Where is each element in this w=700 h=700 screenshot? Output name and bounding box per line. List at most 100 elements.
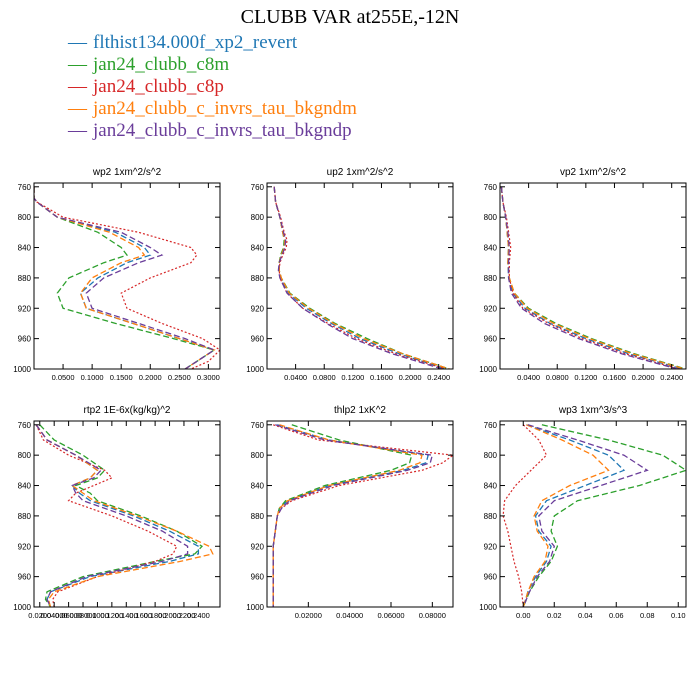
x-tick-label: 0.2400 xyxy=(187,611,210,620)
x-tick-label: 0.0500 xyxy=(52,373,75,382)
x-tick-label: 0.0400 xyxy=(284,373,307,382)
x-tick-label: 0.2400 xyxy=(660,373,683,382)
y-tick-label: 800 xyxy=(484,451,498,460)
y-tick-label: 960 xyxy=(484,573,498,582)
y-tick-label: 880 xyxy=(251,512,265,521)
legend-entry: — jan24_clubb_c_invrs_tau_bkgndm xyxy=(68,98,357,120)
x-tick-label: 0.1800 xyxy=(144,611,167,620)
panel-frame xyxy=(33,182,221,370)
series-line xyxy=(34,186,220,369)
legend-swatch: — xyxy=(68,54,87,75)
x-tick-label: 0.00 xyxy=(516,611,531,620)
legend-swatch: — xyxy=(68,32,87,53)
legend-label: jan24_clubb_c_invrs_tau_bkgndm xyxy=(93,98,357,119)
y-tick-label: 880 xyxy=(484,512,498,521)
y-tick-label: 840 xyxy=(484,244,498,253)
y-tick-label: 840 xyxy=(251,244,265,253)
x-tick-label: 0.08000 xyxy=(419,611,446,620)
panel-6: wp3 1xm^3/s^3 760 800 840 880 920 960 1000 0.00 0… xyxy=(479,405,687,620)
y-tick-label: 880 xyxy=(18,512,32,521)
y-tick-label: 840 xyxy=(18,244,32,253)
figure-title: CLUBB VAR at255E,-12N xyxy=(240,6,460,28)
x-tick-label: 0.06000 xyxy=(55,611,82,620)
y-tick-label: 800 xyxy=(484,213,498,222)
x-tick-label: 0.02 xyxy=(547,611,562,620)
series-line xyxy=(35,424,214,607)
y-tick-label: 760 xyxy=(251,183,265,192)
series-line xyxy=(500,186,679,369)
y-tick-label: 920 xyxy=(251,304,265,313)
y-tick-label: 840 xyxy=(251,482,265,491)
series-line xyxy=(273,186,443,369)
panel-3: vp2 1xm^2/s^2 760 800 840 880 920 960 1000 0.040… xyxy=(479,167,687,382)
series-line xyxy=(272,424,413,607)
x-tick-label: 0.0800 xyxy=(546,373,569,382)
y-tick-label: 1000 xyxy=(479,365,497,374)
series-line xyxy=(500,186,678,369)
y-tick-label: 800 xyxy=(251,451,265,460)
series-line xyxy=(272,424,423,607)
x-tick-label: 0.0400 xyxy=(517,373,540,382)
x-tick-label: 0.3000 xyxy=(197,373,220,382)
y-tick-label: 1000 xyxy=(479,603,497,612)
legend-label: flthist134.000f_xp2_revert xyxy=(93,32,298,53)
x-tick-label: 0.08 xyxy=(640,611,655,620)
y-tick-label: 920 xyxy=(251,542,265,551)
y-tick-label: 880 xyxy=(484,274,498,283)
x-tick-label: 0.08000 xyxy=(69,611,96,620)
series-line xyxy=(522,424,610,607)
y-tick-label: 920 xyxy=(484,542,498,551)
y-tick-label: 760 xyxy=(251,421,265,430)
panel-title: vp2 1xm^2/s^2 xyxy=(560,167,627,178)
legend-entry: — jan24_clubb_c_invrs_tau_bkgndp xyxy=(68,120,357,142)
y-tick-label: 960 xyxy=(18,573,32,582)
x-tick-label: 0.1600 xyxy=(129,611,152,620)
series-line xyxy=(34,186,216,369)
x-tick-label: 0.1600 xyxy=(370,373,393,382)
x-tick-label: 0.1000 xyxy=(86,611,109,620)
y-tick-label: 960 xyxy=(484,335,498,344)
panel-frame xyxy=(266,420,454,608)
x-tick-label: 0.04000 xyxy=(41,611,68,620)
x-tick-label: 0.2000 xyxy=(139,373,162,382)
x-tick-label: 0.0200 xyxy=(28,611,51,620)
legend-entry: — flthist134.000f_xp2_revert xyxy=(68,32,357,54)
legend-entry: — jan24_clubb_c8p xyxy=(68,76,357,98)
y-tick-label: 800 xyxy=(18,451,32,460)
x-tick-label: 0.1600 xyxy=(603,373,626,382)
x-tick-label: 0.0800 xyxy=(313,373,336,382)
x-tick-label: 0.2400 xyxy=(427,373,450,382)
x-tick-label: 0.04000 xyxy=(336,611,363,620)
legend-label: jan24_clubb_c8m xyxy=(93,54,230,75)
x-tick-label: 0.1200 xyxy=(574,373,597,382)
series-line xyxy=(35,424,200,607)
series-line xyxy=(34,186,216,369)
y-tick-label: 760 xyxy=(484,183,498,192)
x-tick-label: 0.2500 xyxy=(168,373,191,382)
series-line xyxy=(272,424,434,607)
x-tick-label: 0.2000 xyxy=(632,373,655,382)
y-tick-label: 1000 xyxy=(246,603,264,612)
panel-4: rtp2 1E-6x(kg/kg)^2 760 800 840 880 920 960 100… xyxy=(13,405,221,620)
panel-title: wp2 1xm^2/s^2 xyxy=(92,167,162,178)
y-tick-label: 760 xyxy=(18,421,32,430)
x-tick-label: 0.1000 xyxy=(81,373,104,382)
series-group xyxy=(34,186,220,369)
panel-title: thlp2 1xK^2 xyxy=(334,405,386,416)
series-line xyxy=(35,424,189,607)
series-line xyxy=(500,186,683,369)
series-group xyxy=(500,186,686,369)
x-tick-label: 0.04 xyxy=(578,611,593,620)
x-tick-label: 0.10 xyxy=(671,611,686,620)
series-line xyxy=(272,424,453,607)
panel-title: wp3 1xm^3/s^3 xyxy=(558,405,628,416)
x-tick-label: 0.02000 xyxy=(295,611,322,620)
legend-swatch: — xyxy=(68,76,87,97)
y-tick-label: 920 xyxy=(18,542,32,551)
x-tick-label: 0.2000 xyxy=(399,373,422,382)
panel-5: thlp2 1xK^2 760 800 840 880 920 960 1000 0.02000… xyxy=(246,405,454,620)
legend-swatch: — xyxy=(68,120,87,141)
x-tick-label: 0.1500 xyxy=(110,373,133,382)
legend: — flthist134.000f_xp2_revert — jan24_clu… xyxy=(68,32,357,142)
